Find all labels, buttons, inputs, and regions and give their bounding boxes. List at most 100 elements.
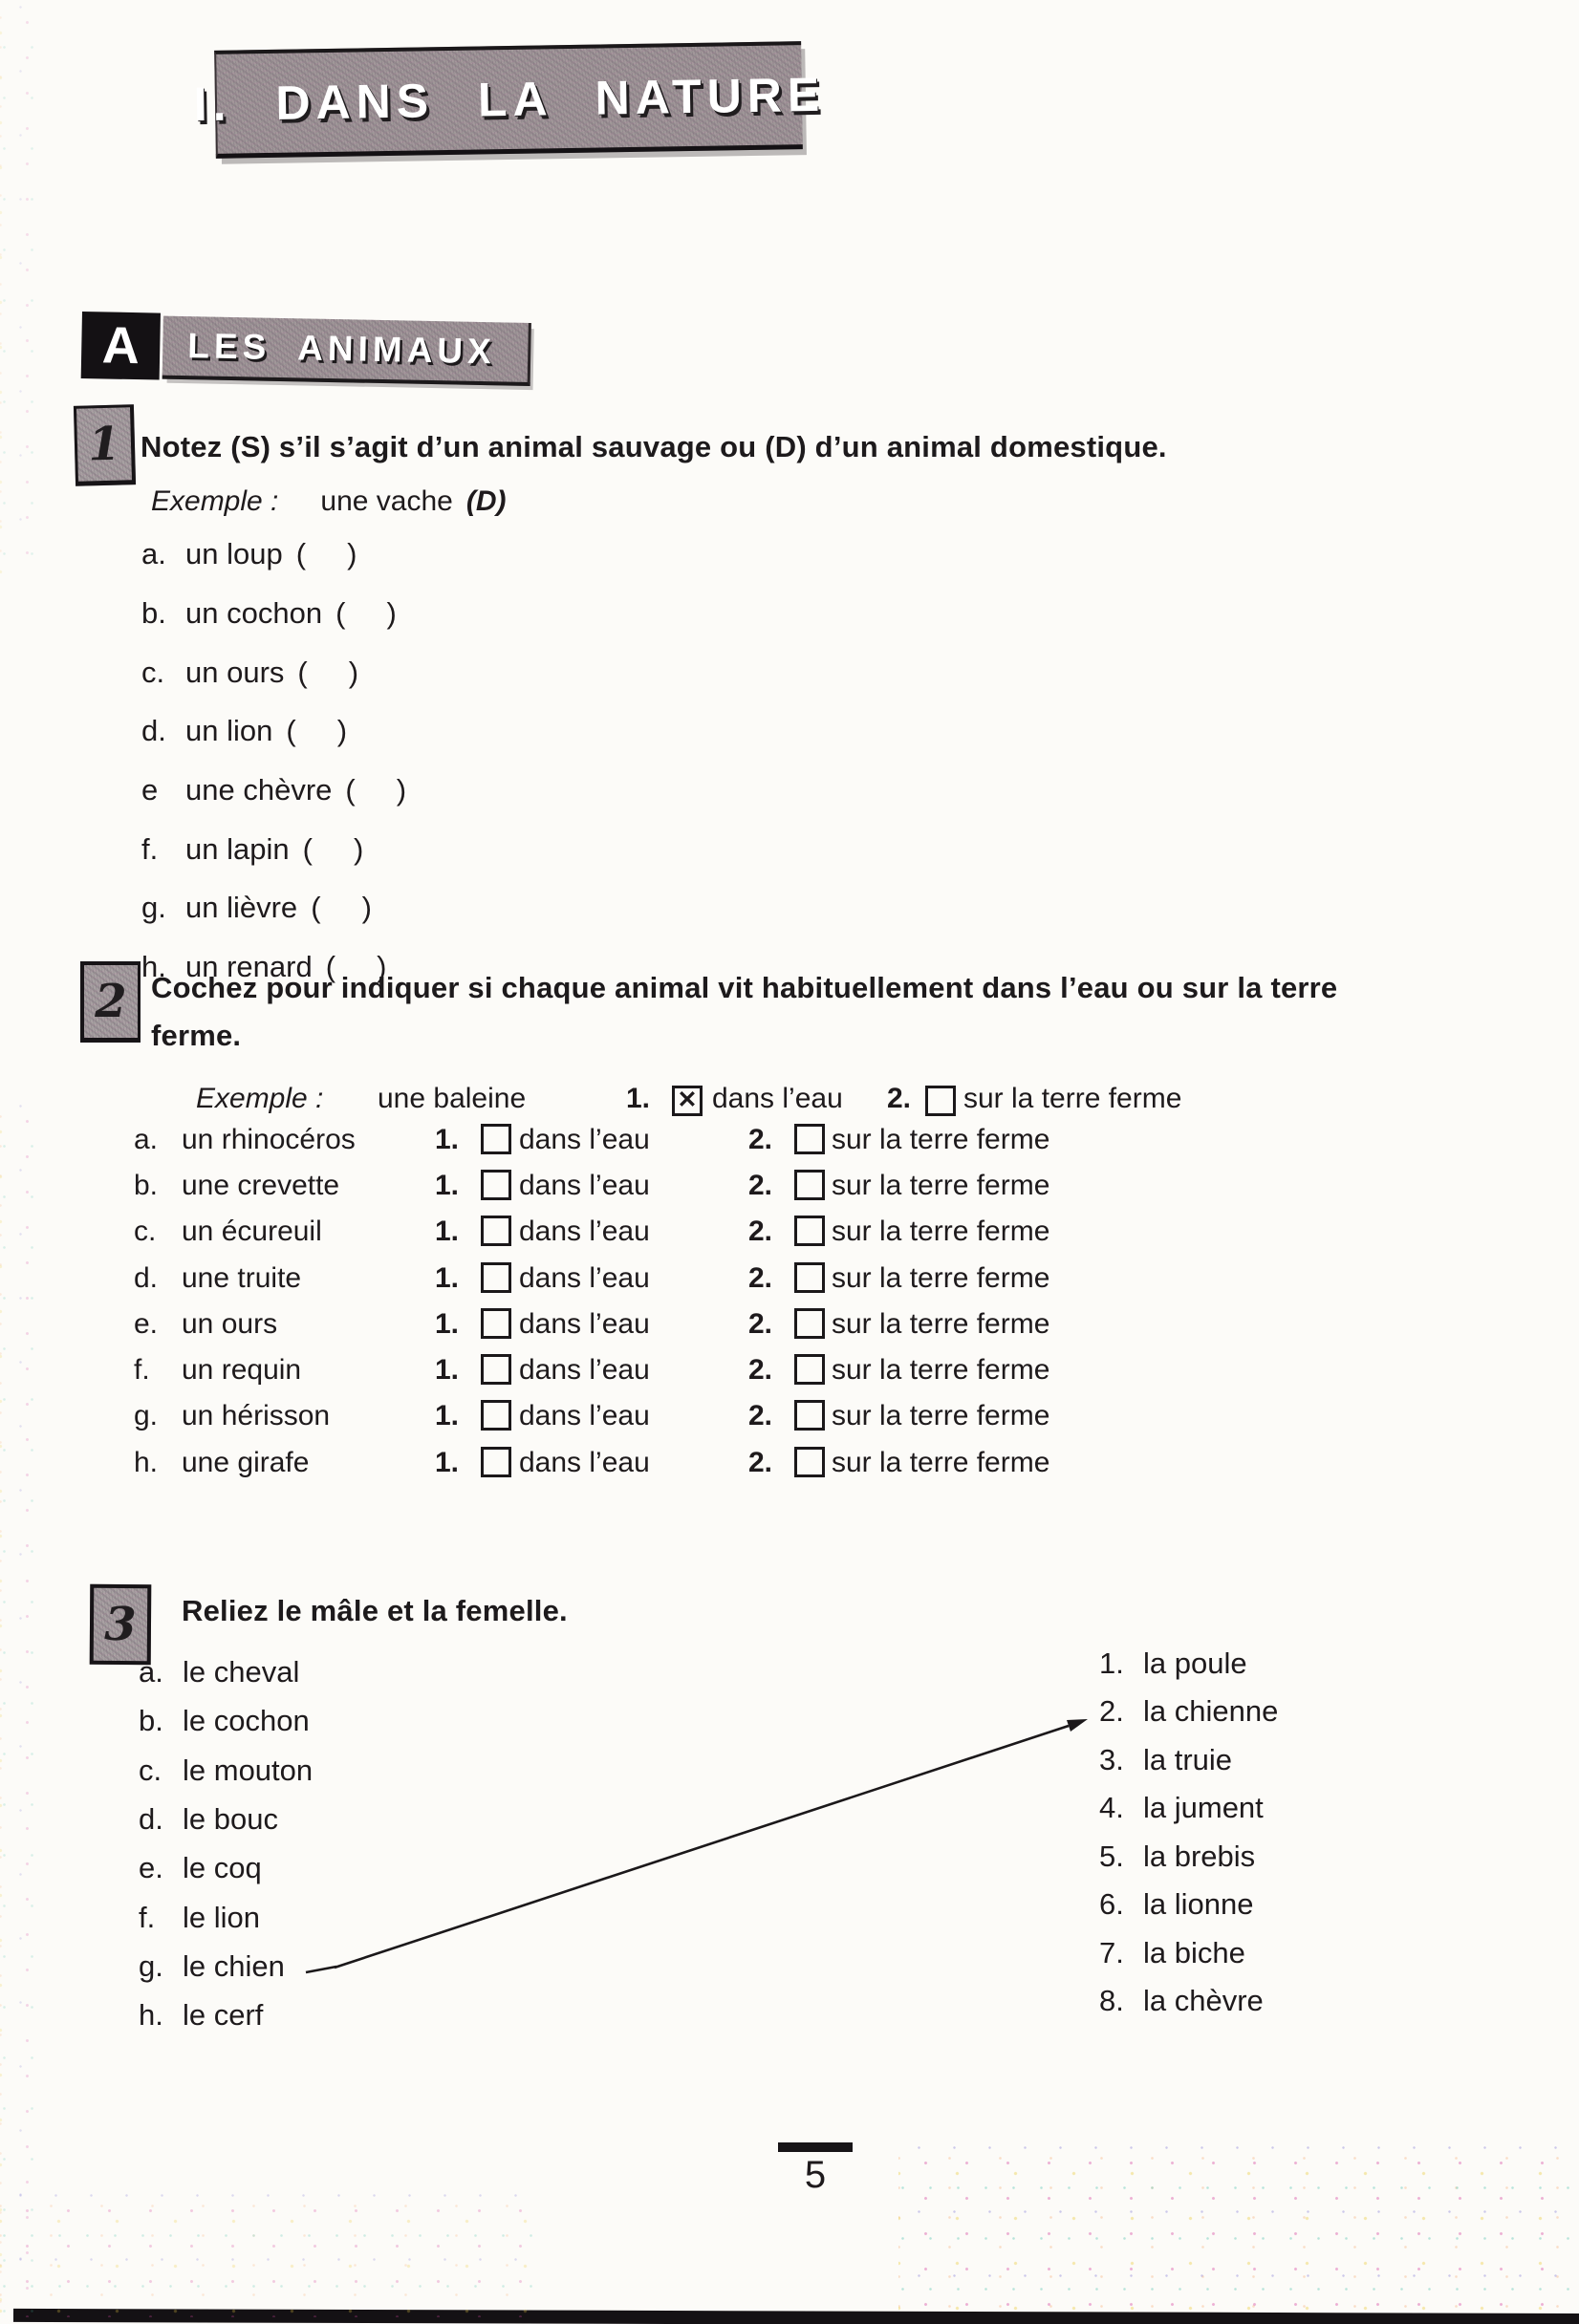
exercise-2-example: Exemple : une baleine 1. ✕ dans l’eau 2.… [0, 1083, 1579, 1123]
ex3-female-2: 2. la chienne [1099, 1694, 1278, 1729]
option-1-number: 1. [435, 1447, 460, 1478]
ex3-male-c: c. le mouton [139, 1754, 313, 1788]
item-letter: a. [139, 1655, 163, 1689]
item-text: le cerf [183, 1998, 264, 2032]
item-text: le cheval [183, 1655, 300, 1689]
option-2-label: sur la terre ferme [832, 1354, 1050, 1386]
section-title-bar: LES ANIMAUX [162, 315, 531, 387]
item-text: un lapin [185, 832, 290, 866]
checkbox-unchecked-icon [481, 1216, 511, 1246]
item-letter: g. [141, 891, 166, 924]
option-2-label: sur la terre ferme [832, 1216, 1050, 1247]
ex3-male-b: b. le cochon [139, 1704, 310, 1738]
option-1-number: 1. [435, 1124, 460, 1155]
item-number: 2. [1099, 1694, 1124, 1728]
checkbox-unchecked-icon [794, 1308, 825, 1339]
item-text: une girafe [182, 1447, 310, 1478]
match-line-start-dash [305, 1965, 337, 1974]
answer-slot: ( ) [325, 950, 387, 983]
item-text: le cochon [183, 1704, 310, 1737]
item-text: un hérisson [182, 1400, 331, 1431]
ex2-row-e: e. un ours 1. dans l’eau 2. sur la terre ferm… [0, 1308, 1579, 1348]
item-letter: b. [139, 1704, 163, 1737]
item-text: une crevette [182, 1170, 340, 1201]
ex2-row-d: d. une truite 1. dans l’eau 2. sur la terre f… [0, 1262, 1579, 1302]
item-text: le lion [183, 1901, 260, 1934]
item-number: 4. [1099, 1791, 1124, 1824]
item-text: une chèvre [185, 773, 333, 807]
item-letter: b. [141, 596, 166, 630]
item-text: la poule [1143, 1646, 1247, 1680]
item-letter: f. [141, 832, 159, 866]
item-letter: h. [134, 1447, 159, 1478]
item-text: la truie [1143, 1743, 1233, 1776]
option-1-number: 1. [435, 1262, 460, 1294]
item-text: un écureuil [182, 1216, 322, 1247]
checkbox-checked-icon: ✕ [672, 1086, 703, 1116]
item-number: 6. [1099, 1887, 1124, 1921]
item-number: 5. [1099, 1840, 1124, 1873]
item-text: un ours [182, 1308, 278, 1340]
ex1-row-d: d. un lion ( ) [141, 714, 347, 748]
ex1-row-h: h. un renard ( ) [141, 950, 386, 984]
option-1-label: dans l’eau [519, 1308, 650, 1340]
exercise-2-instruction-line2: ferme. [151, 1019, 242, 1052]
exercise-1-instruction: Notez (S) s’il s’agit d’un animal sauvag… [141, 430, 1167, 463]
example-label: Exemple : [196, 1083, 324, 1114]
item-text: la biche [1143, 1936, 1245, 1969]
item-text: la jument [1143, 1791, 1264, 1824]
item-text: un renard [185, 950, 313, 983]
checkbox-unchecked-icon [794, 1400, 825, 1431]
exercise-2-number: 2 [95, 975, 127, 1028]
item-letter: d. [139, 1802, 163, 1836]
ex3-female-8: 8. la chèvre [1099, 1984, 1264, 2018]
item-letter: h. [139, 1998, 163, 2032]
item-text: un cochon [185, 596, 323, 630]
item-letter: e [141, 773, 159, 807]
page-number: 5 [804, 2154, 827, 2196]
ex3-female-6: 6. la lionne [1099, 1887, 1253, 1922]
item-letter: g. [134, 1400, 159, 1431]
item-letter: e. [139, 1851, 163, 1884]
item-text: la chienne [1143, 1694, 1279, 1728]
ex3-female-1: 1. la poule [1099, 1646, 1247, 1681]
item-letter: h. [141, 950, 166, 983]
ex3-female-5: 5. la brebis [1099, 1840, 1255, 1874]
option-1-number: 1. [626, 1083, 651, 1114]
option-1-label: dans l’eau [712, 1083, 843, 1114]
match-line [334, 1724, 1070, 1969]
option-2-number: 2. [748, 1308, 773, 1340]
item-letter: d. [141, 714, 166, 747]
scan-bottom-edge [12, 2308, 1579, 2324]
option-1-label: dans l’eau [519, 1216, 650, 1247]
item-text: la chèvre [1143, 1984, 1264, 2017]
section-header: A LES ANIMAUX [80, 312, 531, 387]
item-text: un loup [185, 537, 283, 570]
option-2-label: sur la terre ferme [832, 1400, 1050, 1431]
item-letter: g. [139, 1949, 163, 1983]
checkbox-unchecked-icon [481, 1124, 511, 1154]
checkbox-unchecked-icon [481, 1354, 511, 1385]
ex3-male-d: d. le bouc [139, 1802, 278, 1837]
item-letter: d. [134, 1262, 159, 1294]
item-text: le chien [183, 1949, 285, 1983]
item-text: le bouc [183, 1802, 278, 1836]
section-letter: A [101, 316, 141, 376]
answer-slot: ( ) [345, 773, 407, 807]
item-number: 3. [1099, 1743, 1124, 1776]
option-2-label: sur la terre ferme [832, 1447, 1050, 1478]
ex3-female-4: 4. la jument [1099, 1791, 1264, 1825]
item-letter: e. [134, 1308, 159, 1340]
section-letter-badge: A [80, 312, 161, 380]
checkbox-unchecked-icon [481, 1262, 511, 1293]
ex3-female-7: 7. la biche [1099, 1936, 1245, 1970]
ex3-male-a: a. le cheval [139, 1655, 299, 1689]
option-1-label: dans l’eau [519, 1447, 650, 1478]
checkbox-unchecked-icon [481, 1308, 511, 1339]
exercise-2-number-badge: 2 [80, 961, 141, 1043]
answer-slot: ( ) [335, 596, 397, 630]
exercise-1-number: 1 [87, 417, 121, 472]
ex1-row-g: g. un lièvre ( ) [141, 891, 372, 925]
chapter-title-banner: I. DANS LA NATURE [193, 41, 826, 159]
